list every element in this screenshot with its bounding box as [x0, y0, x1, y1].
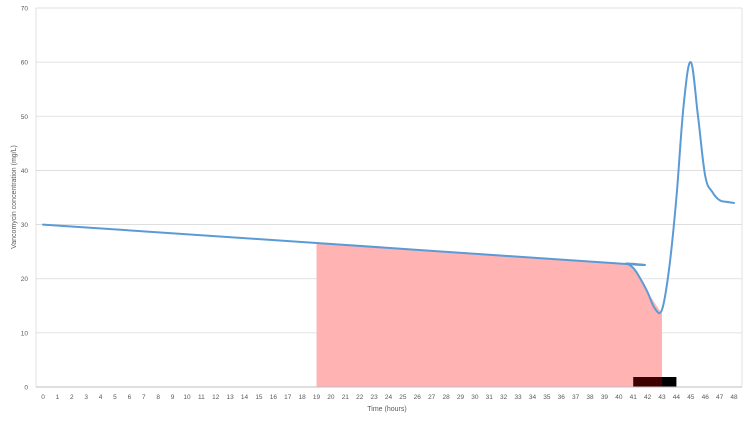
infusion-bars — [633, 377, 677, 387]
x-tick-label: 31 — [486, 394, 494, 401]
x-tick-label: 33 — [514, 394, 522, 401]
x-tick-label: 17 — [284, 394, 292, 401]
y-tick-label: 10 — [21, 330, 29, 337]
x-tick-label: 23 — [370, 394, 378, 401]
x-tick-label: 21 — [342, 394, 350, 401]
x-tick-label: 45 — [687, 394, 695, 401]
x-tick-label: 22 — [356, 394, 364, 401]
x-tick-label: 5 — [113, 394, 117, 401]
x-tick-label: 19 — [313, 394, 321, 401]
y-tick-label: 60 — [21, 60, 29, 67]
x-tick-label: 36 — [558, 394, 566, 401]
x-tick-label: 15 — [255, 394, 263, 401]
x-tick-label: 27 — [428, 394, 436, 401]
x-tick-label: 2 — [70, 394, 74, 401]
grid-lines — [35, 7, 743, 387]
x-tick-label: 42 — [644, 394, 652, 401]
series-line — [42, 61, 735, 315]
y-axis-label: Vancomycin concentration (mg/L) — [11, 145, 18, 249]
x-tick-label: 4 — [99, 394, 103, 401]
x-tick-label: 16 — [270, 394, 278, 401]
x-tick-label: 35 — [543, 394, 551, 401]
x-tick-label: 38 — [586, 394, 594, 401]
x-tick-label: 0 — [41, 394, 45, 401]
y-tick-label: 20 — [21, 276, 29, 283]
x-tick-label: 43 — [658, 394, 666, 401]
x-tick-label: 48 — [730, 394, 738, 401]
x-tick-label: 30 — [471, 394, 479, 401]
x-tick-label: 41 — [630, 394, 638, 401]
x-tick-label: 28 — [442, 394, 450, 401]
x-tick-label: 18 — [299, 394, 307, 401]
y-tick-label: 50 — [21, 114, 29, 121]
series-lines — [42, 61, 735, 315]
y-tick-label: 40 — [21, 168, 29, 175]
x-tick-label: 8 — [156, 394, 160, 401]
x-tick-label: 10 — [183, 394, 191, 401]
x-tick-label: 3 — [84, 394, 88, 401]
x-tick-label: 14 — [241, 394, 249, 401]
y-tick-label: 70 — [21, 6, 29, 13]
x-tick-label: 13 — [227, 394, 235, 401]
x-tick-label: 7 — [142, 394, 146, 401]
y-tick-label: 30 — [21, 222, 29, 229]
x-tick-label: 40 — [615, 394, 623, 401]
shaded-area — [316, 242, 663, 387]
x-tick-label: 37 — [572, 394, 580, 401]
x-tick-label: 34 — [529, 394, 537, 401]
x-tick-label: 6 — [128, 394, 132, 401]
x-tick-label: 9 — [171, 394, 175, 401]
x-tick-label: 29 — [457, 394, 465, 401]
x-tick-label: 26 — [414, 394, 422, 401]
x-tick-label: 12 — [212, 394, 220, 401]
x-tick-label: 24 — [385, 394, 393, 401]
x-tick-label: 46 — [702, 394, 710, 401]
shaded-region — [316, 242, 663, 387]
x-tick-label: 1 — [56, 394, 60, 401]
x-tick-label: 11 — [198, 394, 205, 401]
y-tick-label: 0 — [24, 385, 28, 392]
x-tick-label: 39 — [601, 394, 609, 401]
y-tick-labels: 0 10 20 30 40 50 60 70 — [21, 6, 29, 392]
x-tick-labels: 0 1 2 3 4 5 6 7 8 9 10 11 12 13 14 15 16 17 18 19 20 21 22 23 24… — [41, 394, 738, 401]
x-tick-label: 25 — [399, 394, 407, 401]
x-tick-label: 32 — [500, 394, 508, 401]
x-tick-label: 20 — [327, 394, 335, 401]
x-tick-label: 47 — [716, 394, 724, 401]
infusion-bar — [662, 377, 677, 387]
x-axis-label: Time (hours) — [367, 406, 406, 413]
x-tick-label: 44 — [673, 394, 681, 401]
infusion-bar — [633, 377, 663, 387]
